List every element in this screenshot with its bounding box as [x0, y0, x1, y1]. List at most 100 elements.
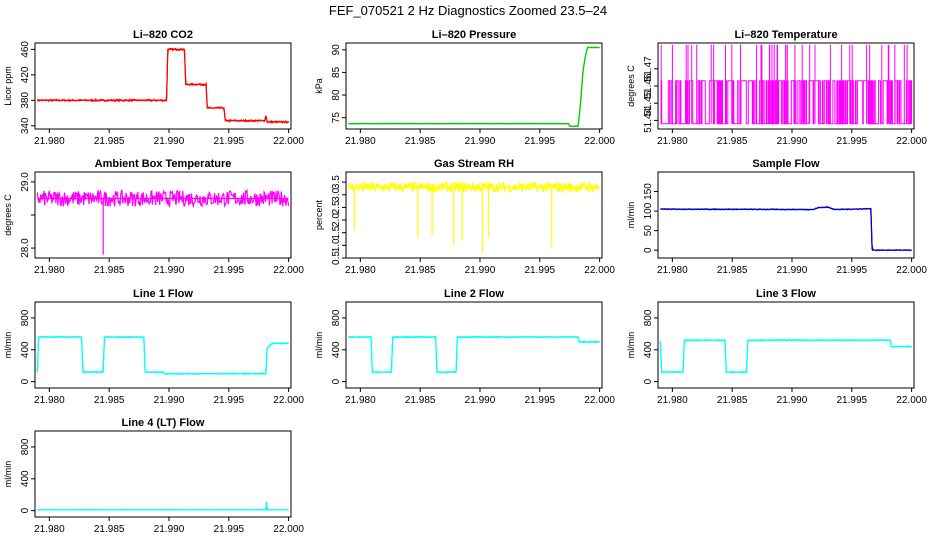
y-tick-label: 0: [643, 378, 654, 384]
series-steps: [37, 501, 289, 511]
x-tick-label: 21.995: [524, 265, 555, 276]
x-tick-label: 22.000: [896, 136, 927, 147]
y-tick-label: 420: [20, 66, 31, 83]
x-tick-label: 21.990: [154, 524, 185, 535]
y-tick-label: 0: [20, 378, 31, 384]
x-tick-label: 21.995: [524, 395, 555, 406]
y-tick-label: 29.0: [20, 172, 31, 192]
y-axis-label: ml/min: [3, 461, 13, 488]
y-tick-label: 400: [20, 470, 31, 487]
x-tick-label: 21.995: [213, 524, 244, 535]
series-steps: [37, 48, 289, 123]
chart-panel-8: Line 2 Flow 21.980 21.985 21.990 21.995 22.00…: [314, 288, 615, 406]
y-axis-label: ml/min: [626, 332, 636, 359]
chart-panel-2: Li–820 Pressure 21.980 21.985 21.990 21.995 2…: [314, 29, 615, 147]
y-tick-label: 50: [643, 225, 654, 237]
chart-panel-5: Gas Stream RH 21.980 21.985 21.990 21.995 22.…: [314, 158, 615, 276]
y-tick-label: 1.0: [331, 238, 342, 252]
x-tick-label: 22.000: [584, 265, 615, 276]
series-path: [660, 205, 912, 252]
y-tick-label: 0: [643, 247, 654, 253]
x-tick-label: 21.995: [524, 136, 555, 147]
series-steps: [348, 336, 600, 373]
series-line: [659, 338, 912, 374]
series-line: [36, 188, 290, 255]
x-tick-label: 21.995: [213, 265, 244, 276]
main-title: FEF_070521 2 Hz Diagnostics Zoomed 23.5–…: [329, 3, 607, 18]
panel-title: Li–820 Pressure: [432, 29, 516, 41]
panel-title: Line 1 Flow: [133, 288, 193, 300]
series-line: [36, 335, 289, 376]
x-tick-label: 21.985: [94, 265, 125, 276]
y-tick-label: 400: [643, 341, 654, 358]
panel-title: Li–820 CO2: [133, 29, 193, 41]
series-line: [348, 334, 600, 374]
x-tick-label: 21.985: [94, 395, 125, 406]
y-tick-label: 3.5: [331, 175, 342, 189]
chart-panel-4: Ambient Box Temperature 21.980 21.985 21.99…: [3, 158, 304, 276]
y-tick-label: 1.5: [331, 225, 342, 239]
y-tick-label: 800: [331, 309, 342, 326]
series-line: [37, 501, 289, 511]
y-axis-label: percent: [314, 199, 324, 230]
y-tick-label: 51.44: [643, 107, 654, 132]
x-tick-label: 21.995: [836, 265, 867, 276]
y-tick-label: 90: [331, 44, 342, 56]
y-tick-label: 800: [20, 438, 31, 455]
series-steps: [659, 339, 912, 373]
plot-frame: [345, 42, 603, 130]
x-tick-label: 21.985: [405, 136, 436, 147]
x-tick-label: 22.000: [584, 136, 615, 147]
x-tick-label: 21.990: [465, 265, 496, 276]
y-tick-label: 0.5: [331, 251, 342, 265]
x-tick-label: 22.000: [584, 395, 615, 406]
series-line: [348, 46, 600, 128]
chart-panel-1: Li–820 CO2 21.980 21.985 21.990 21.995 22.000…: [3, 29, 304, 147]
y-tick-label: 80: [331, 89, 342, 101]
panel-title: Line 3 Flow: [756, 288, 816, 300]
series-path: [348, 334, 600, 374]
x-tick-label: 21.980: [657, 395, 688, 406]
series-path: [36, 47, 290, 125]
x-tick-label: 21.985: [717, 395, 748, 406]
x-tick-label: 21.990: [154, 395, 185, 406]
y-axis-label: Licor ppm: [3, 66, 13, 106]
x-tick-label: 21.980: [345, 265, 376, 276]
plot-frame: [34, 42, 292, 130]
y-axis-label: degrees C: [3, 194, 13, 236]
chart-panel-3: Li–820 Temperature 21.980 21.985 21.990 21.9…: [626, 29, 927, 147]
x-tick-label: 21.985: [94, 136, 125, 147]
y-tick-label: 400: [331, 341, 342, 358]
series-path: [348, 46, 600, 128]
series-path: [36, 335, 289, 376]
y-axis-label: ml/min: [626, 202, 636, 229]
series-line: [36, 47, 290, 125]
panel-title: Gas Stream RH: [434, 158, 514, 170]
x-tick-label: 21.980: [34, 265, 65, 276]
series-line: [660, 44, 913, 125]
x-tick-label: 21.980: [34, 395, 65, 406]
chart-panel-9: Line 3 Flow 21.980 21.985 21.990 21.995 22.00…: [626, 288, 927, 406]
series-path: [36, 188, 290, 209]
x-tick-label: 21.980: [657, 136, 688, 147]
plot-frame: [34, 430, 292, 518]
y-tick-label: 0: [331, 378, 342, 384]
y-tick-label: 3.0: [331, 187, 342, 201]
panel-title: Sample Flow: [752, 158, 820, 170]
series-steps: [36, 336, 289, 375]
series-spikes: [660, 44, 908, 124]
plot-frame: [345, 171, 603, 259]
plot-frame: [657, 171, 915, 259]
y-tick-label: 150: [643, 183, 654, 200]
y-tick-label: 2.0: [331, 213, 342, 227]
plot-frame: [34, 171, 292, 259]
panel-title: Line 4 (LT) Flow: [122, 417, 205, 429]
x-tick-label: 21.980: [345, 395, 376, 406]
series-steps: [348, 46, 600, 127]
x-tick-label: 21.980: [657, 265, 688, 276]
y-axis-label: ml/min: [3, 332, 13, 359]
y-tick-label: 340: [20, 117, 31, 134]
x-tick-label: 22.000: [273, 395, 304, 406]
series-path: [659, 338, 912, 374]
x-tick-label: 21.990: [777, 395, 808, 406]
